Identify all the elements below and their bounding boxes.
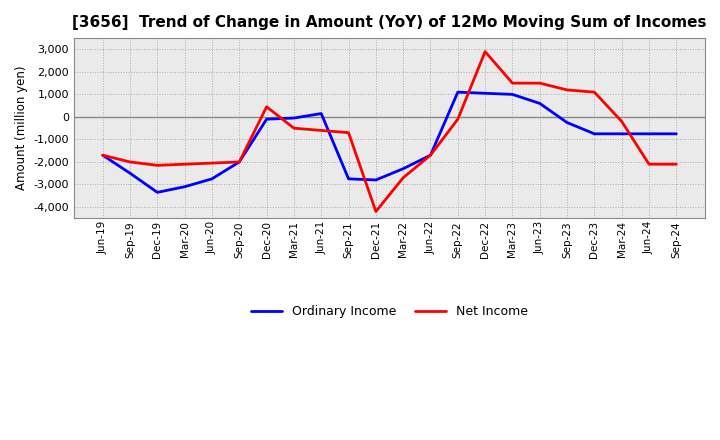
Ordinary Income (617, 131, 626, 136)
Net Income (372, 209, 380, 214)
Net Income (563, 87, 572, 92)
Net Income (99, 153, 107, 158)
Ordinary Income (372, 177, 380, 183)
Net Income (207, 161, 216, 166)
Net Income (590, 89, 599, 95)
Net Income (289, 125, 298, 131)
Net Income (344, 130, 353, 136)
Legend: Ordinary Income, Net Income: Ordinary Income, Net Income (246, 300, 534, 323)
Net Income (454, 117, 462, 122)
Net Income (481, 49, 490, 54)
Ordinary Income (235, 159, 243, 165)
Net Income (126, 159, 135, 165)
Ordinary Income (672, 131, 680, 136)
Ordinary Income (153, 190, 162, 195)
Net Income (508, 81, 517, 86)
Ordinary Income (180, 184, 189, 189)
Ordinary Income (207, 176, 216, 181)
Net Income (235, 159, 243, 165)
Ordinary Income (644, 131, 653, 136)
Ordinary Income (262, 117, 271, 122)
Ordinary Income (426, 153, 435, 158)
Line: Net Income: Net Income (103, 51, 676, 212)
Net Income (262, 104, 271, 110)
Ordinary Income (481, 91, 490, 96)
Net Income (617, 119, 626, 124)
Ordinary Income (454, 89, 462, 95)
Ordinary Income (344, 176, 353, 181)
Ordinary Income (289, 115, 298, 121)
Net Income (180, 161, 189, 167)
Ordinary Income (563, 120, 572, 125)
Ordinary Income (590, 131, 599, 136)
Ordinary Income (317, 111, 325, 116)
Net Income (536, 81, 544, 86)
Ordinary Income (536, 101, 544, 106)
Net Income (644, 161, 653, 167)
Net Income (672, 161, 680, 167)
Y-axis label: Amount (million yen): Amount (million yen) (15, 66, 28, 191)
Ordinary Income (399, 166, 408, 171)
Ordinary Income (126, 171, 135, 176)
Ordinary Income (99, 153, 107, 158)
Title: [3656]  Trend of Change in Amount (YoY) of 12Mo Moving Sum of Incomes: [3656] Trend of Change in Amount (YoY) o… (72, 15, 707, 30)
Net Income (153, 163, 162, 168)
Net Income (426, 153, 435, 158)
Ordinary Income (508, 92, 517, 97)
Net Income (399, 175, 408, 180)
Net Income (317, 128, 325, 133)
Line: Ordinary Income: Ordinary Income (103, 92, 676, 192)
